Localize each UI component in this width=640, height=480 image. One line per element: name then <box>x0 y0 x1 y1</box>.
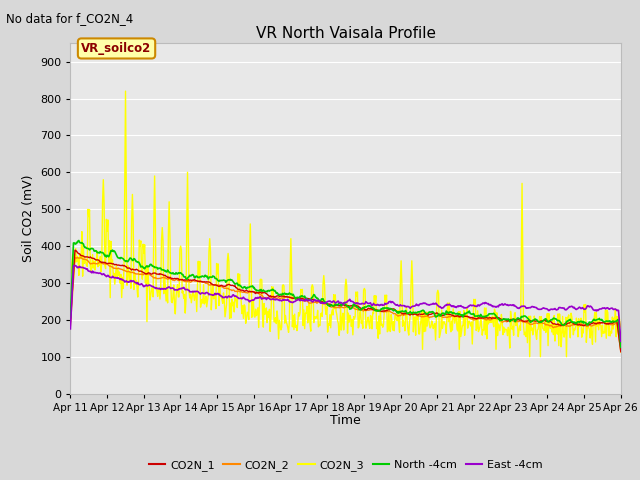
Legend: CO2N_1, CO2N_2, CO2N_3, North -4cm, East -4cm: CO2N_1, CO2N_2, CO2N_3, North -4cm, East… <box>145 456 547 476</box>
X-axis label: Time: Time <box>330 414 361 427</box>
Text: VR_soilco2: VR_soilco2 <box>81 42 152 55</box>
Y-axis label: Soil CO2 (mV): Soil CO2 (mV) <box>22 175 35 262</box>
Title: VR North Vaisala Profile: VR North Vaisala Profile <box>255 25 436 41</box>
Text: No data for f_CO2N_4: No data for f_CO2N_4 <box>6 12 134 25</box>
